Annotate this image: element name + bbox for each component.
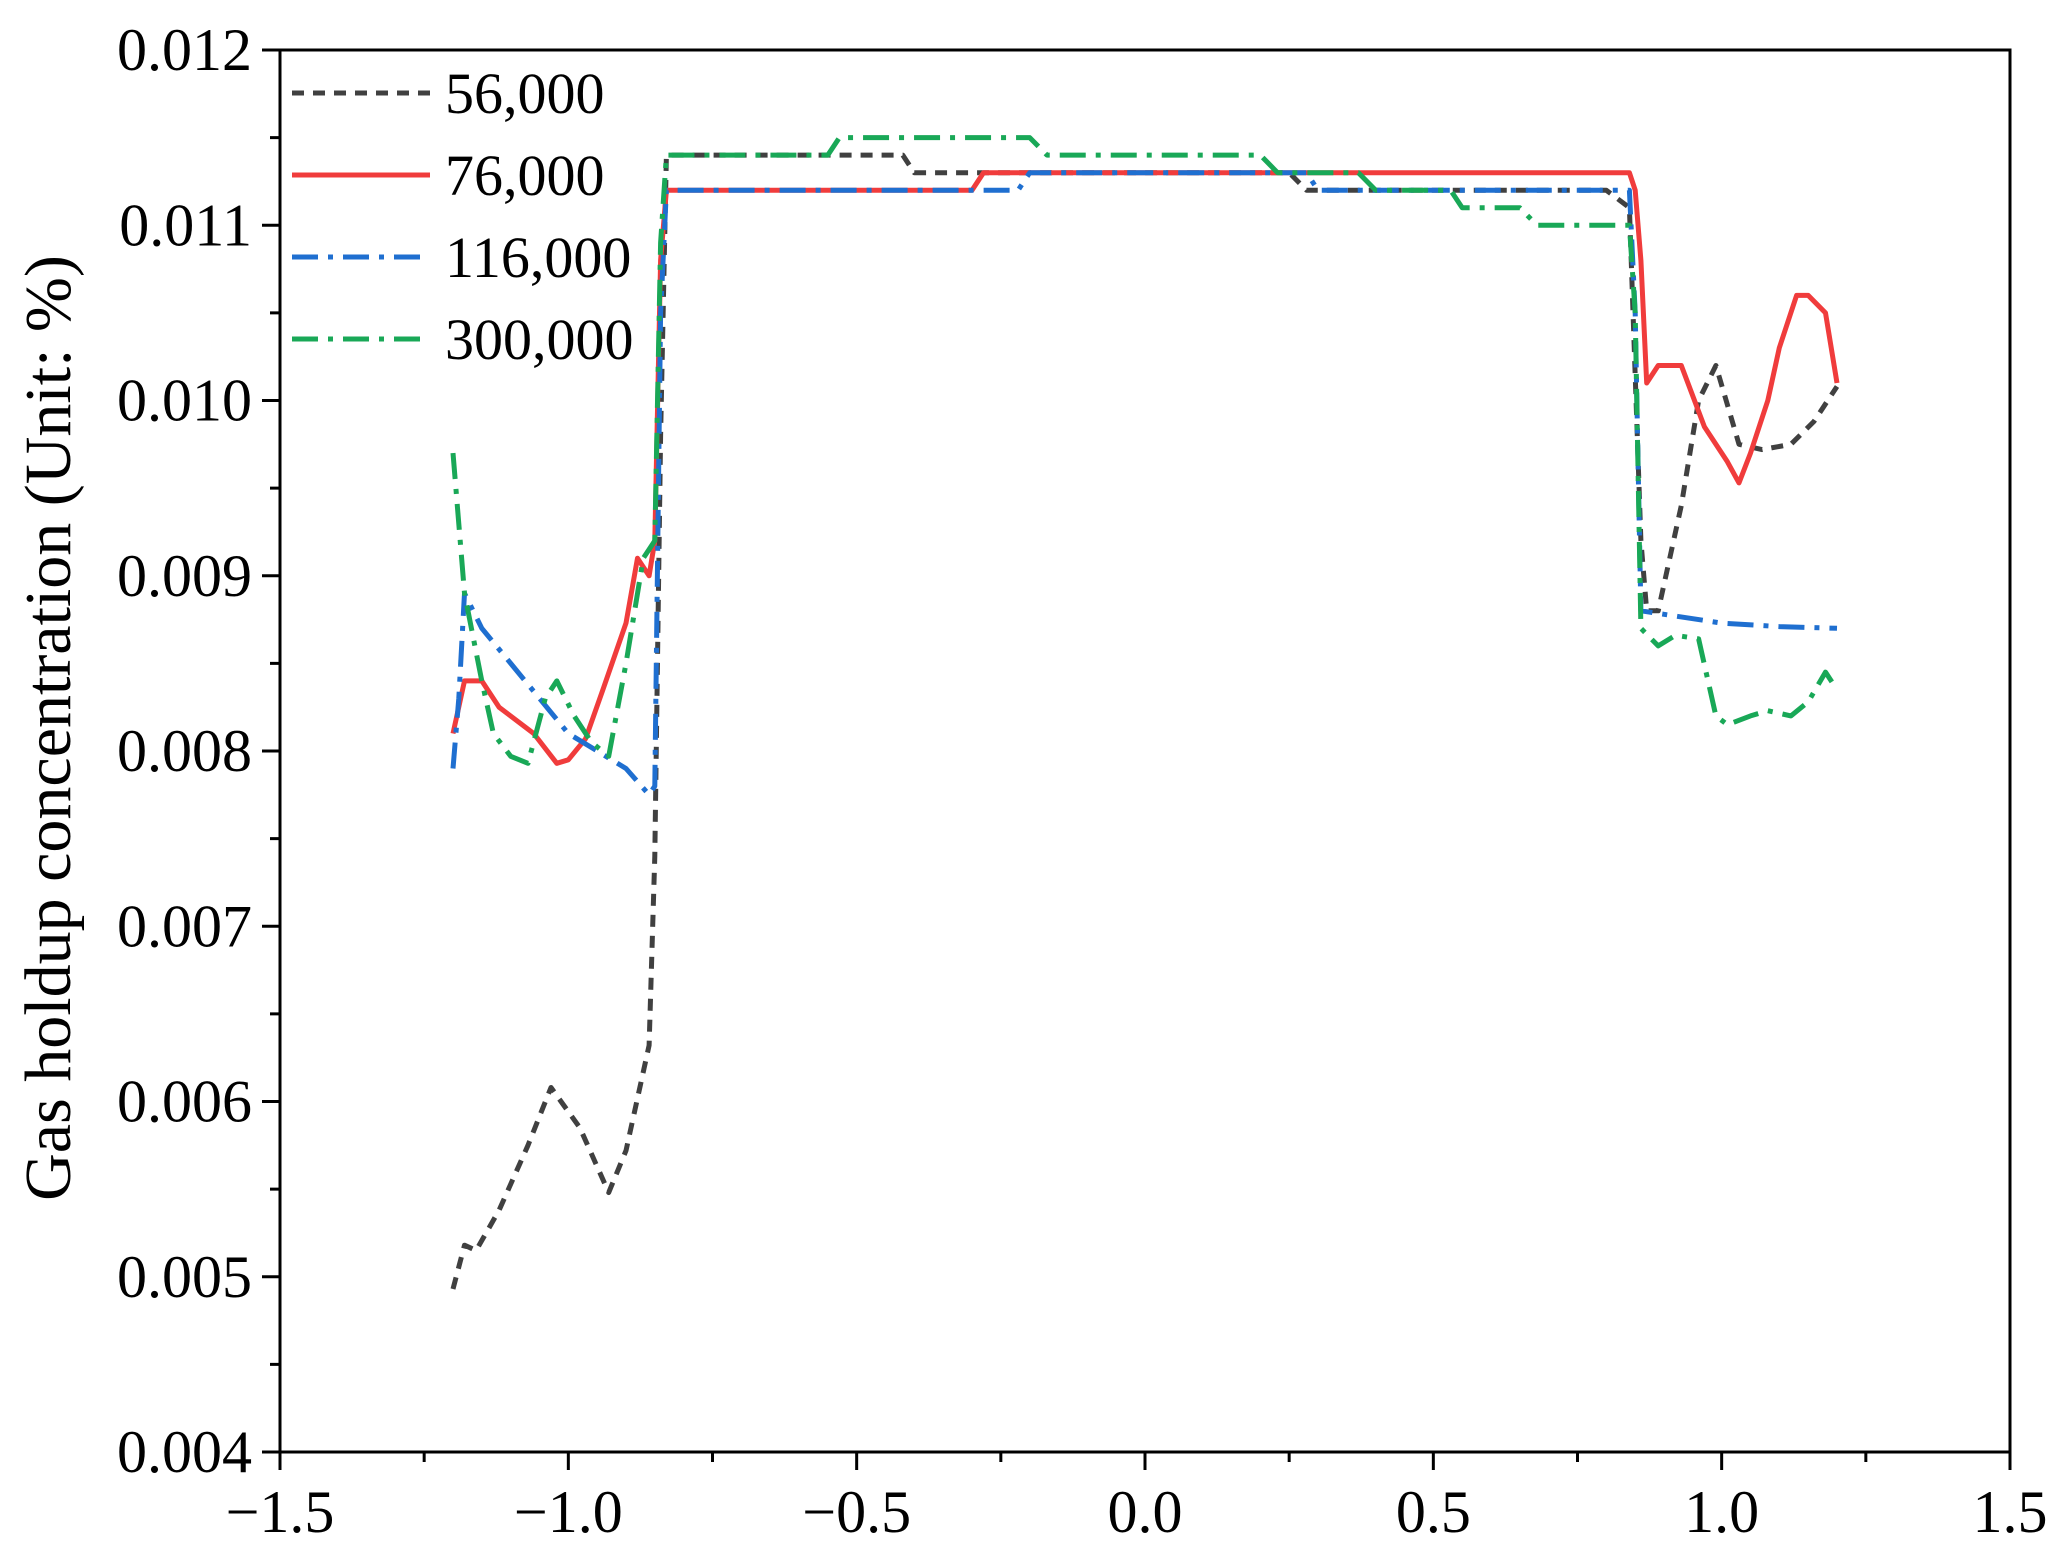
y-tick-label: 0.004	[117, 1419, 252, 1485]
series-layer	[450, 135, 1840, 1290]
x-tick-label: 1.0	[1684, 1479, 1759, 1545]
x-tick-label: 0.5	[1396, 1479, 1471, 1545]
y-tick-label: 0.011	[119, 192, 252, 258]
x-tick-label: 0.0	[1108, 1479, 1183, 1545]
y-tick-label: 0.007	[117, 893, 252, 959]
x-tick-label: −1.5	[226, 1479, 335, 1545]
y-tick-label: 0.008	[117, 718, 252, 784]
x-tick-label: 1.5	[1973, 1479, 2048, 1545]
x-tick-label: −1.0	[514, 1479, 623, 1545]
series-line	[450, 135, 1840, 766]
x-axis: −1.5 −1.0 −0.5 0.0 0.5 1.0 1.5	[226, 1452, 2048, 1545]
legend-label: 76,000	[445, 143, 605, 208]
legend-label: 116,000	[445, 225, 631, 290]
y-tick-label: 0.012	[117, 17, 252, 83]
series-line	[450, 170, 1840, 766]
y-tick-label: 0.005	[117, 1244, 252, 1310]
y-axis: 0.004 0.005 0.006 0.007 0.008 0.009 0.010 0.011…	[117, 17, 280, 1485]
y-tick-label: 0.010	[117, 368, 252, 434]
y-tick-label: 0.006	[117, 1069, 252, 1135]
y-tick-label: 0.009	[117, 543, 252, 609]
legend-label: 56,000	[445, 61, 605, 126]
legend-label: 300,000	[445, 307, 634, 372]
y-axis-title: Gas holdup concentration (Unit: %)	[12, 255, 85, 1201]
legend: 56,000 76,000 116,000 300,000	[292, 61, 634, 372]
x-tick-label: −0.5	[802, 1479, 911, 1545]
